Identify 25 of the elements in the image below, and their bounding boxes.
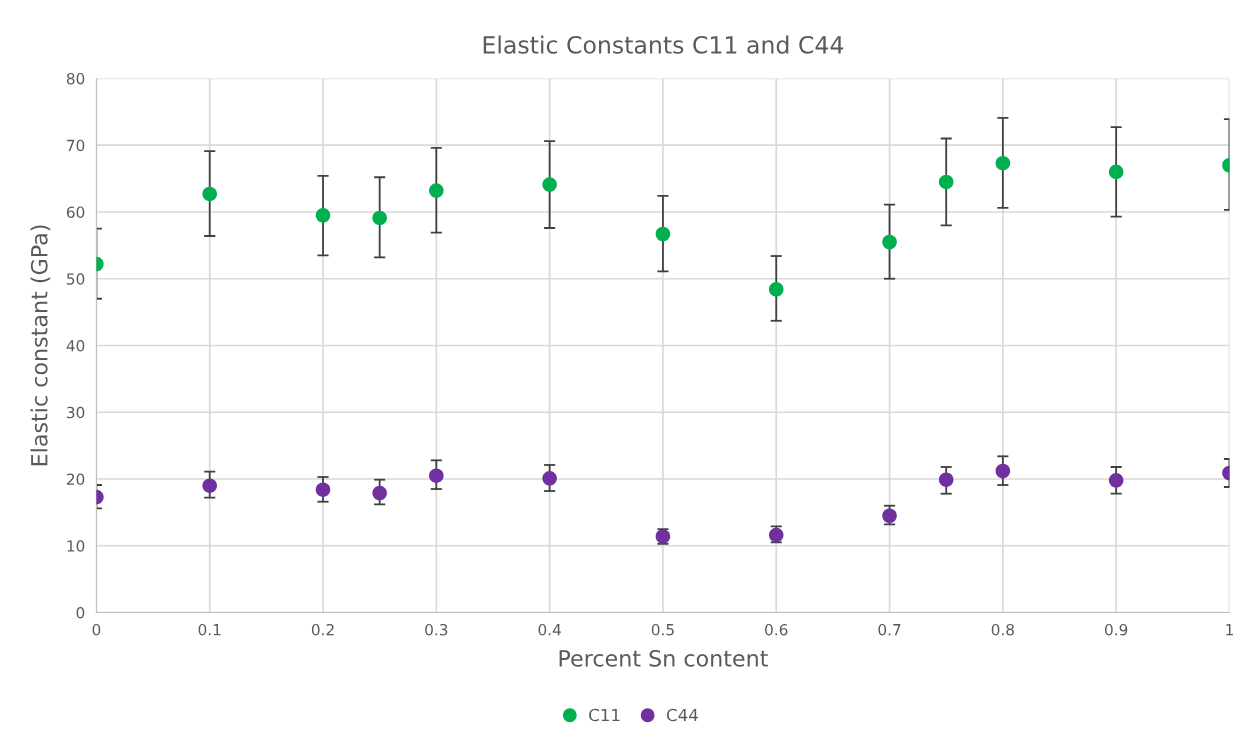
legend-label: C44 <box>666 708 698 722</box>
x-tick-label: 0.7 <box>878 623 901 636</box>
legend-label: C11 <box>589 708 620 722</box>
x-tick-label: 0.1 <box>198 623 221 636</box>
y-tick-label: 80 <box>66 72 85 85</box>
x-axis-title: Percent Sn content <box>559 649 768 667</box>
x-tick-label: 0.5 <box>651 623 674 636</box>
x-tick-label: 0.6 <box>765 623 788 636</box>
y-tick-label: 10 <box>67 540 85 552</box>
x-tick-label: 0.9 <box>1105 623 1128 636</box>
x-tick-label: 0.8 <box>991 623 1014 636</box>
y-axis-title: Elastic constant (GPa) <box>30 225 51 466</box>
x-tick-label: 0.4 <box>538 623 561 636</box>
chart-title: Elastic Constants C11 and C44 <box>483 35 844 54</box>
y-tick-label: 60 <box>66 206 85 218</box>
y-tick-label: 40 <box>66 339 85 352</box>
y-tick-label: 30 <box>67 406 85 419</box>
x-tick-label: 0.3 <box>425 623 448 636</box>
y-tick-label: 0 <box>76 607 85 619</box>
y-tick-label: 20 <box>66 473 85 486</box>
x-tick-label: 0 <box>92 623 101 636</box>
x-tick-label: 1 <box>1226 624 1233 636</box>
y-tick-label: 70 <box>67 139 85 152</box>
y-tick-label: 50 <box>67 273 85 285</box>
x-tick-label: 0.2 <box>311 623 334 636</box>
